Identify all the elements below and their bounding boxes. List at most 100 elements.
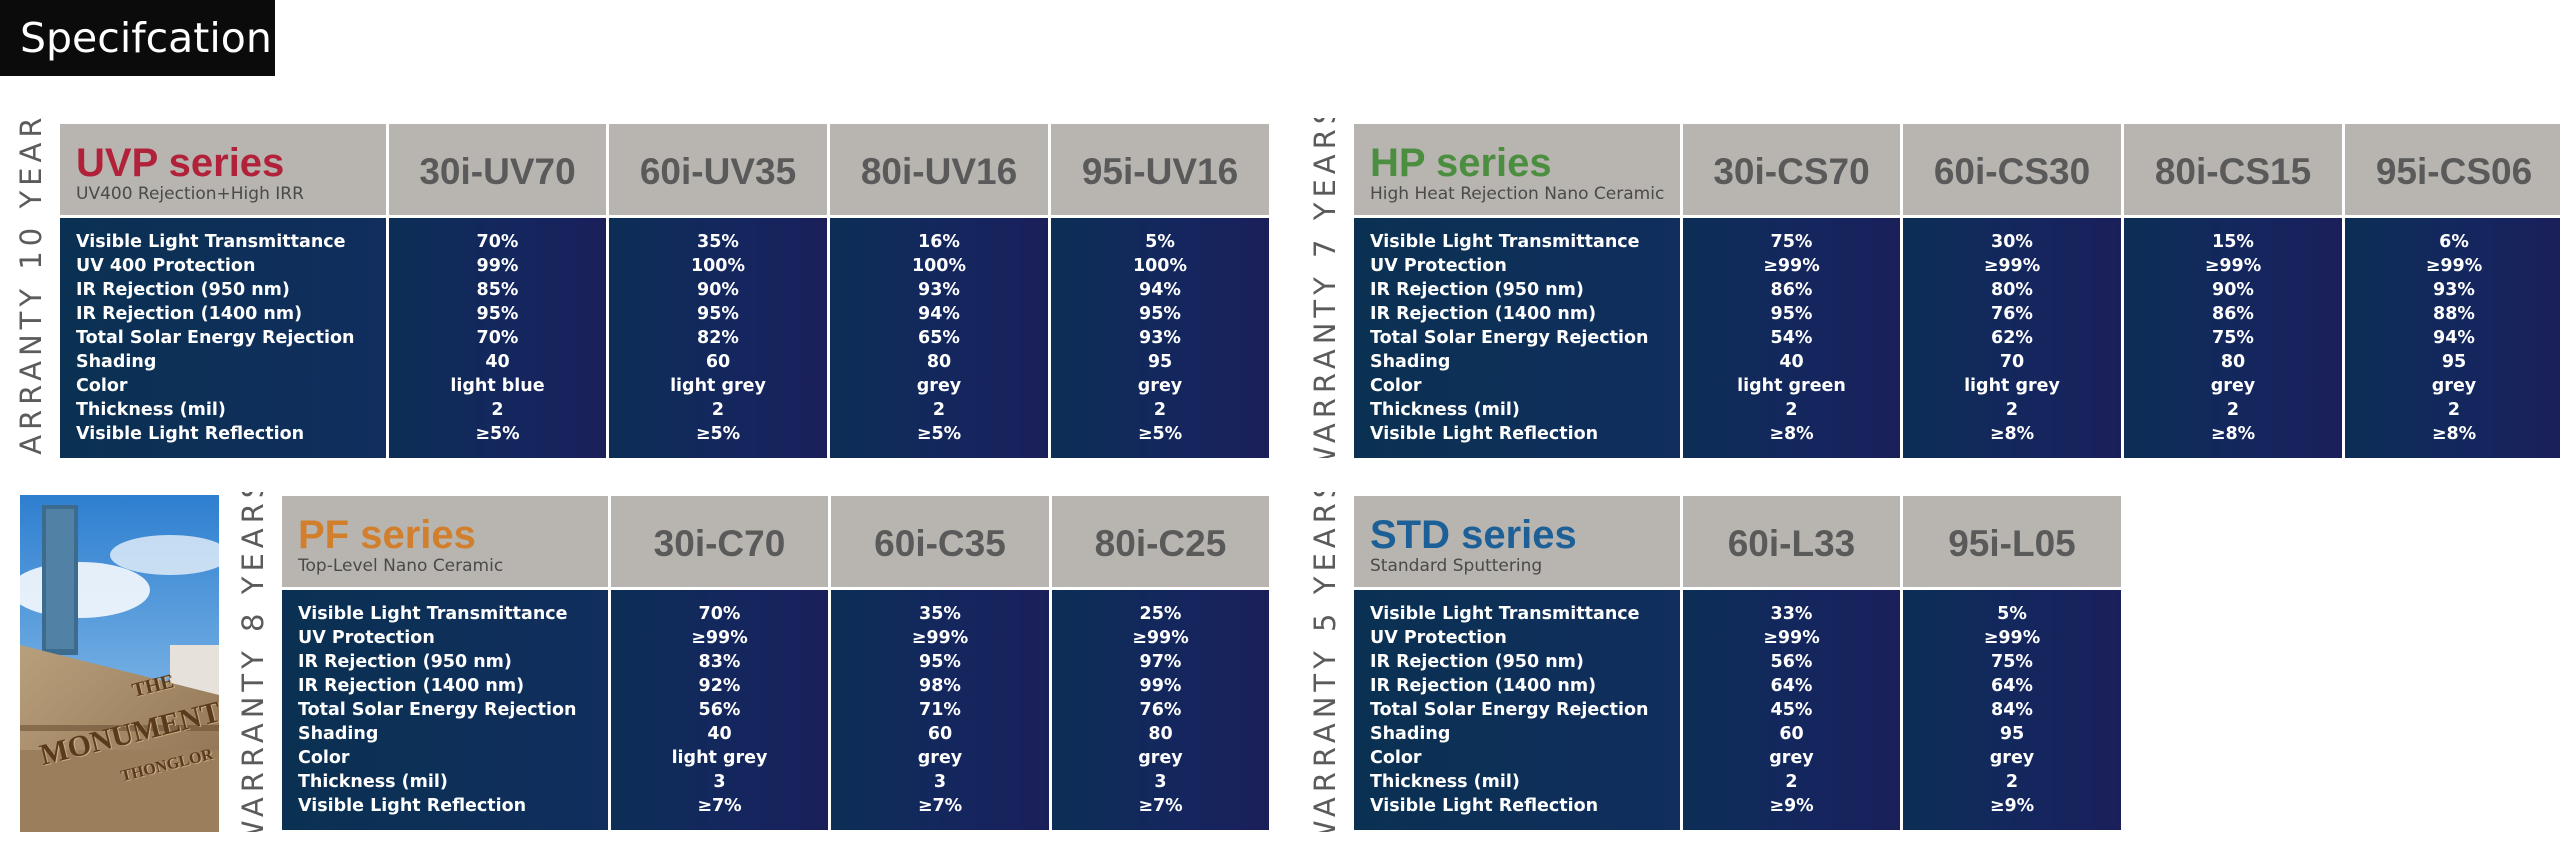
warranty-label: WARRANTY 5 YEARS: [1308, 492, 1342, 832]
spec-value: 80%: [1991, 280, 2033, 300]
series-title: STD series: [1370, 513, 1577, 557]
value-list: 33% ≥99% 56% 64% 45% 60 grey 2 ≥9%: [1683, 590, 1900, 818]
spec-value: light grey: [671, 748, 768, 768]
model-header: 80i-C25: [1052, 496, 1269, 587]
spec-value: 100%: [1132, 256, 1188, 276]
spec-value: 25%: [1139, 604, 1182, 624]
property-label: Shading: [76, 352, 157, 372]
spec-value: grey: [917, 748, 963, 768]
property-label: Total Solar Energy Rejection: [298, 700, 577, 720]
spec-value: 70%: [698, 604, 741, 624]
spec-value: ≥5%: [916, 424, 962, 444]
spec-value: 92%: [698, 676, 741, 696]
spec-value: 84%: [1991, 700, 2033, 720]
spec-value: 80: [926, 352, 952, 372]
value-list: 70% 99% 85% 95% 70% 40 light blue 2 ≥5%: [389, 218, 606, 446]
property-label: Color: [298, 748, 350, 768]
property-label: UV Protection: [1370, 256, 1507, 276]
property-label: Color: [76, 376, 128, 396]
spec-value: 60: [705, 352, 731, 372]
property-label: Total Solar Energy Rejection: [1370, 700, 1649, 720]
spec-value: grey: [1989, 748, 2035, 768]
page-title: Specifcation: [0, 0, 275, 76]
warranty-label: WARRANTY 8 YEARS: [236, 492, 270, 832]
spec-value: ≥99%: [1763, 628, 1820, 648]
spec-value: 40: [1779, 352, 1804, 372]
property-label: Visible Light Transmittance: [76, 232, 346, 252]
spec-value: 93%: [1139, 328, 1181, 348]
model-header: 80i-UV16: [830, 124, 1048, 215]
property-label: Color: [1370, 748, 1422, 768]
spec-value: 65%: [918, 328, 960, 348]
value-list: 16% 100% 93% 94% 65% 80 grey 2 ≥5%: [830, 218, 1048, 446]
property-label: Color: [1370, 376, 1422, 396]
property-label: Visible Light Reflection: [76, 424, 305, 444]
property-label: Visible Light Reflection: [1370, 424, 1599, 444]
spec-value: 30%: [1991, 232, 2033, 252]
series-header: STD series Standard Sputtering: [1354, 496, 1680, 587]
spec-value: ≥99%: [2425, 256, 2483, 276]
model-values: 5% 100% 94% 95% 93% 95 grey 2 ≥5%: [1051, 218, 1269, 458]
property-label: Visible Light Reflection: [298, 796, 527, 816]
model-header: 60i-UV35: [609, 124, 827, 215]
spec-value: 2: [1785, 400, 1798, 420]
model-values: 75% ≥99% 86% 95% 54% 40 light green 2 ≥8%: [1683, 218, 1900, 458]
spec-value: light green: [1737, 376, 1846, 396]
spec-value: 15%: [2212, 232, 2254, 252]
property-list: Visible Light Transmittance UV Protection…: [282, 590, 608, 818]
spec-value: grey: [916, 376, 962, 396]
spec-value: ≥5%: [695, 424, 741, 444]
series-title: UVP series: [76, 141, 285, 185]
spec-value: light blue: [450, 376, 545, 396]
spec-value: ≥8%: [1769, 424, 1814, 444]
spec-value: light grey: [1964, 376, 2060, 396]
model-values: 16% 100% 93% 94% 65% 80 grey 2 ≥5%: [830, 218, 1048, 458]
warranty-text: WARRANTY 7 YEARS: [1308, 118, 1342, 458]
spec-value: ≥5%: [1137, 424, 1183, 444]
series-subtitle: High Heat Rejection Nano Ceramic: [1370, 184, 1665, 204]
property-label: Total Solar Energy Rejection: [76, 328, 355, 348]
spec-value: ≥9%: [1989, 796, 2035, 816]
spec-value: 82%: [697, 328, 739, 348]
warranty-label: WARRANTY 7 YEARS: [1308, 118, 1342, 458]
value-list: 5% 100% 94% 95% 93% 95 grey 2 ≥5%: [1051, 218, 1269, 446]
spec-value: 5%: [1997, 604, 2027, 624]
spec-value: ≥7%: [697, 796, 742, 816]
spec-value: 71%: [919, 700, 961, 720]
value-list: 6% ≥99% 93% 88% 94% 95 grey 2 ≥8%: [2345, 218, 2560, 446]
spec-value: 93%: [918, 280, 960, 300]
model-header: 95i-L05: [1903, 496, 2121, 587]
spec-value: 97%: [1139, 652, 1182, 672]
spec-value: 94%: [918, 304, 960, 324]
spec-value: 16%: [918, 232, 960, 252]
spec-value: 75%: [1770, 232, 1813, 252]
property-label: Thickness (mil): [1370, 400, 1520, 420]
series-header: HP series High Heat Rejection Nano Cerami…: [1354, 124, 1680, 215]
spec-value: 60: [927, 724, 953, 744]
warranty-label: WARRANTY 10 YEARS: [14, 118, 48, 458]
property-labels: Visible Light Transmittance UV Protection…: [1354, 590, 1680, 830]
property-label: IR Rejection (1400 nm): [1370, 676, 1597, 696]
spec-value: ≥8%: [2431, 424, 2477, 444]
spec-value: 2: [711, 400, 725, 420]
value-list: 25% ≥99% 97% 99% 76% 80 grey 3 ≥7%: [1052, 590, 1269, 818]
spec-value: 95%: [919, 652, 961, 672]
spec-value: 3: [1154, 772, 1167, 792]
property-label: Thickness (mil): [298, 772, 448, 792]
spec-value: grey: [2431, 376, 2477, 396]
property-label: IR Rejection (1400 nm): [298, 676, 525, 696]
model-header: 30i-CS70: [1683, 124, 1900, 215]
spec-value: 70%: [476, 232, 519, 252]
series-header: PF series Top-Level Nano Ceramic: [282, 496, 608, 587]
model-values: 5% ≥99% 75% 64% 84% 95 grey 2 ≥9%: [1903, 590, 2121, 830]
series-subtitle: Standard Sputtering: [1370, 556, 1543, 576]
spec-value: light grey: [670, 376, 766, 396]
spec-value: 33%: [1770, 604, 1813, 624]
property-list: Visible Light Transmittance UV Protection…: [1354, 590, 1680, 818]
spec-value: 35%: [919, 604, 961, 624]
spec-value: 76%: [1991, 304, 2033, 324]
property-labels: Visible Light Transmittance UV 400 Protec…: [60, 218, 386, 458]
building-photo: THE MONUMENT THONGLOR: [20, 495, 219, 832]
spec-value: 40: [485, 352, 510, 372]
value-list: 5% ≥99% 75% 64% 84% 95 grey 2 ≥9%: [1903, 590, 2121, 818]
